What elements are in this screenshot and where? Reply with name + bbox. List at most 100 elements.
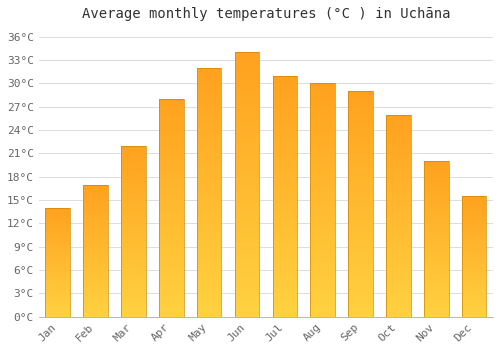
Bar (348, 98, 373, 100)
Bar (424, 273, 448, 275)
Bar (462, 248, 486, 249)
Bar (46, 310, 70, 312)
Bar (197, 289, 222, 292)
Bar (272, 121, 297, 124)
Bar (121, 146, 146, 147)
Bar (348, 224, 373, 226)
Bar (462, 258, 486, 259)
Bar (272, 266, 297, 268)
Bar (234, 238, 260, 240)
Bar (462, 281, 486, 282)
Bar (197, 257, 222, 260)
Bar (197, 123, 222, 125)
Bar (272, 259, 297, 261)
Bar (197, 265, 222, 267)
Bar (348, 123, 373, 125)
Bar (234, 116, 260, 119)
Bar (272, 309, 297, 312)
Bar (197, 85, 222, 88)
Bar (272, 177, 297, 180)
Bar (84, 277, 108, 279)
Bar (348, 93, 373, 96)
Bar (310, 207, 335, 210)
Bar (348, 296, 373, 299)
Bar (462, 253, 486, 254)
Bar (159, 252, 184, 254)
Bar (234, 190, 260, 192)
Bar (310, 130, 335, 133)
Bar (121, 281, 146, 282)
Bar (46, 231, 70, 232)
Bar (386, 135, 410, 137)
Bar (348, 154, 373, 157)
Bar (272, 286, 297, 288)
Bar (310, 235, 335, 238)
Bar (386, 311, 410, 313)
Bar (84, 199, 108, 201)
Bar (121, 170, 146, 172)
Bar (84, 260, 108, 261)
Bar (159, 275, 184, 278)
Bar (272, 187, 297, 189)
Bar (348, 247, 373, 249)
Bar (84, 238, 108, 239)
Bar (197, 185, 222, 187)
Bar (310, 93, 335, 95)
Bar (386, 248, 410, 250)
Bar (424, 172, 448, 174)
Bar (121, 236, 146, 238)
Bar (386, 307, 410, 309)
Bar (462, 306, 486, 307)
Bar (386, 208, 410, 210)
Bar (348, 299, 373, 301)
Bar (197, 270, 222, 272)
Bar (197, 120, 222, 123)
Bar (197, 175, 222, 177)
Bar (348, 190, 373, 193)
Bar (234, 211, 260, 214)
Bar (84, 310, 108, 312)
Bar (46, 276, 70, 278)
Bar (84, 198, 108, 199)
Bar (462, 308, 486, 309)
Bar (424, 290, 448, 292)
Bar (84, 265, 108, 267)
Bar (234, 248, 260, 251)
Bar (84, 241, 108, 243)
Bar (386, 230, 410, 232)
Bar (121, 238, 146, 240)
Bar (462, 226, 486, 228)
Bar (424, 301, 448, 303)
Bar (84, 214, 108, 215)
Bar (386, 218, 410, 220)
Bar (84, 261, 108, 262)
Bar (386, 244, 410, 246)
Bar (46, 237, 70, 238)
Bar (234, 198, 260, 201)
Bar (424, 182, 448, 183)
Bar (386, 266, 410, 268)
Bar (462, 296, 486, 298)
Bar (310, 300, 335, 303)
Bar (234, 92, 260, 95)
Bar (121, 201, 146, 202)
Bar (348, 276, 373, 279)
Bar (46, 238, 70, 239)
Bar (159, 219, 184, 221)
Bar (84, 302, 108, 303)
Bar (121, 199, 146, 201)
Bar (197, 207, 222, 210)
Bar (310, 303, 335, 305)
Bar (310, 119, 335, 121)
Bar (159, 240, 184, 243)
Bar (348, 226, 373, 229)
Bar (234, 174, 260, 177)
Bar (310, 158, 335, 161)
Bar (197, 138, 222, 140)
Bar (121, 211, 146, 212)
Bar (310, 226, 335, 228)
Bar (424, 177, 448, 178)
Bar (121, 301, 146, 303)
Bar (462, 243, 486, 245)
Bar (310, 114, 335, 116)
